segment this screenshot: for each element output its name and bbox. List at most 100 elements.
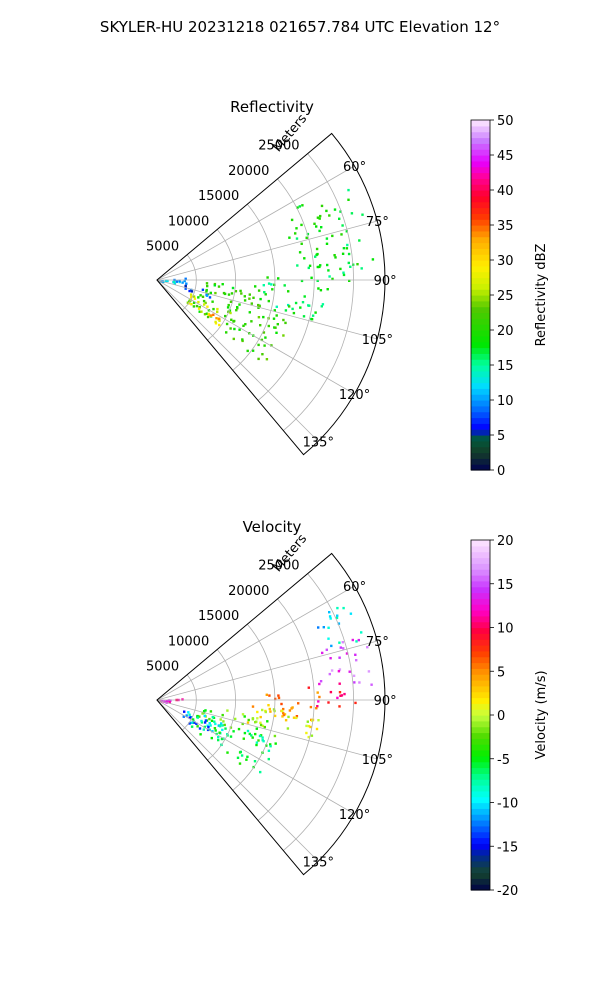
echo-gate [229,300,233,303]
colorbar-segment [471,178,490,185]
echo-gate [213,727,217,730]
colorbar-tick-label: 0 [497,709,505,724]
echo-gate [316,216,320,219]
echo-gate [251,705,255,708]
echo-gate [205,290,208,293]
echo-gate [172,280,176,284]
echo-gate [195,722,198,725]
echo-gate [203,303,206,306]
echo-gate [188,289,191,293]
echo-gate [250,320,253,323]
echo-gate [231,286,235,290]
echo-gate [284,321,287,325]
echo-gate [188,722,191,725]
colorbar-tick-label: 50 [497,114,514,129]
echo-gate [333,208,337,211]
echo-gate [246,349,249,353]
echo-gate [320,226,323,229]
radial-tick-label: 20000 [228,584,269,599]
colorbar-segment [471,633,490,640]
echo-region [186,288,291,361]
panel-title: Reflectivity [230,98,314,116]
echo-gate [221,728,224,732]
echo-gate [218,731,221,734]
echo-gate [237,727,241,731]
colorbar-segment [471,709,490,716]
echo-gate [338,641,341,644]
echo-gate [284,719,288,722]
echo-gate [320,305,323,308]
echo-gate [272,317,276,320]
echo-gate [277,277,280,280]
echo-gate [182,715,185,718]
colorbar-segment [471,324,490,331]
echo-gate [322,626,325,629]
echo-gate [347,198,350,201]
echo-gate [316,705,319,708]
echo-gate [210,736,213,740]
echo-gate [214,722,217,726]
echo-gate [214,291,217,295]
echo-gate [259,324,262,327]
echo-gate [313,222,316,225]
echo-gate [203,721,207,724]
echo-gate [207,725,210,729]
echo-gate [213,720,216,723]
echo-gate [308,304,311,307]
echo-gate [229,327,232,330]
echo-gate [201,712,204,715]
echo-gate [302,315,306,318]
colorbar-label: Velocity (m/s) [534,670,549,759]
echo-gate [361,213,364,216]
panel-title: Velocity [243,518,302,536]
echo-gate [282,707,285,711]
colorbar-segment [471,365,490,372]
colorbar-segment [471,260,490,267]
echo-gate [196,725,199,728]
echo-gate [310,318,314,321]
echo-gate [300,242,303,245]
echo-gate [185,282,188,285]
colorbar-segment [471,359,490,366]
echo-gate [165,700,169,703]
echo-gate [205,312,209,315]
echo-gate [222,720,225,723]
echo-gate [214,322,218,325]
echo-gate [301,301,305,304]
colorbar-segment [471,598,490,605]
echo-gate [315,225,318,228]
echo-gate [218,317,221,320]
echo-gate [211,716,214,719]
echo-gate [328,275,331,278]
colorbar-segment [471,213,490,220]
echo-gate [261,708,264,712]
echo-gate [370,683,373,686]
echo-gate [318,265,321,269]
colorbar-tick-label: 5 [497,429,505,444]
grid-ring [257,598,315,821]
echo-gate [277,696,281,700]
echo-gate [230,292,234,295]
echo-gate [199,294,202,297]
echo-region [251,691,321,722]
echo-gate [251,736,254,739]
echo-gate [215,732,218,736]
echo-region [318,638,373,686]
colorbar-segment [471,184,490,191]
echo-gate [247,718,250,722]
echo-gate [218,725,222,728]
echo-gate [353,681,356,684]
echo-gate [315,727,319,731]
colorbar-segment [471,825,490,833]
echo-gate [263,291,266,294]
echo-gate [296,206,299,209]
colorbar-segment [471,149,490,156]
echo-gate [355,659,358,662]
echo-gate [261,736,264,739]
echo-gate [190,290,194,293]
echo-region [288,188,375,282]
echo-gate [310,276,313,279]
echo-gate [248,732,251,736]
echo-gate [339,646,342,649]
colorbar-segment [471,195,490,203]
